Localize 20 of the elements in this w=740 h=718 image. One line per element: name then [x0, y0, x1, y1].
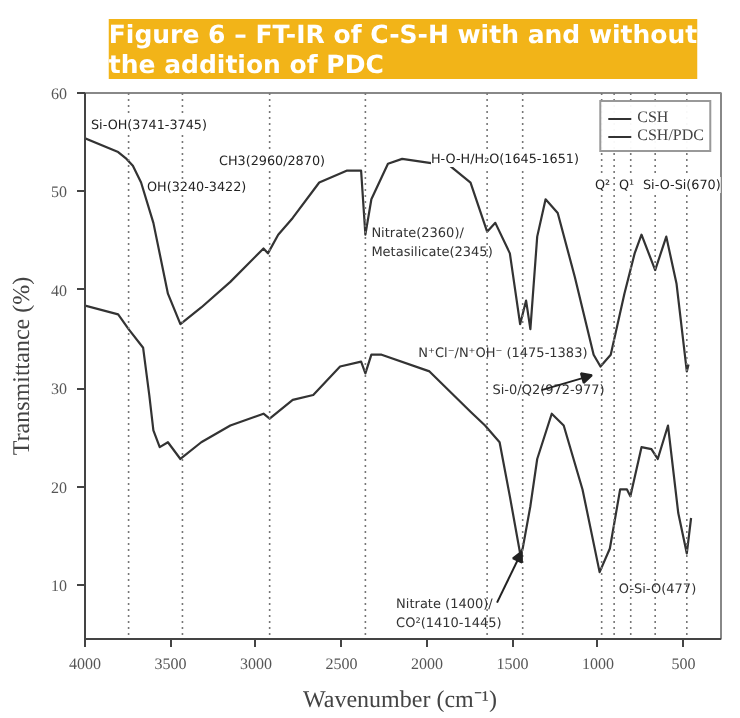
- x-tick-label: 2500: [325, 655, 358, 673]
- y-tick-label: 10: [51, 576, 67, 595]
- x-tick-label: 3000: [239, 655, 272, 673]
- y-tick-label: 50: [51, 183, 67, 202]
- y-axis-title: Transmittance (%): [7, 276, 35, 456]
- x-tick-label: 2000: [410, 655, 443, 673]
- chart-title: Figure 6 – FT-IR of C-S-H with and without the addition of PDC: [108, 19, 698, 79]
- x-tick-label: 500: [671, 655, 696, 673]
- y-tick-label: 60: [51, 85, 67, 103]
- x-tick-label: 4000: [69, 655, 101, 673]
- legend-label: CSH/PDC: [637, 126, 704, 144]
- x-tick-label: 3500: [154, 655, 187, 673]
- legend-label: CSH: [637, 108, 671, 126]
- line-series: [85, 304, 693, 574]
- y-tick-label: 20: [51, 478, 67, 497]
- y-tick-label: 40: [51, 281, 67, 300]
- x-tick-label: 1500: [496, 655, 529, 673]
- x-axis-title: Wavenumber (cm⁻¹): [303, 685, 497, 713]
- x-tick-label: 1000: [581, 655, 614, 673]
- y-tick-label: 30: [51, 380, 67, 399]
